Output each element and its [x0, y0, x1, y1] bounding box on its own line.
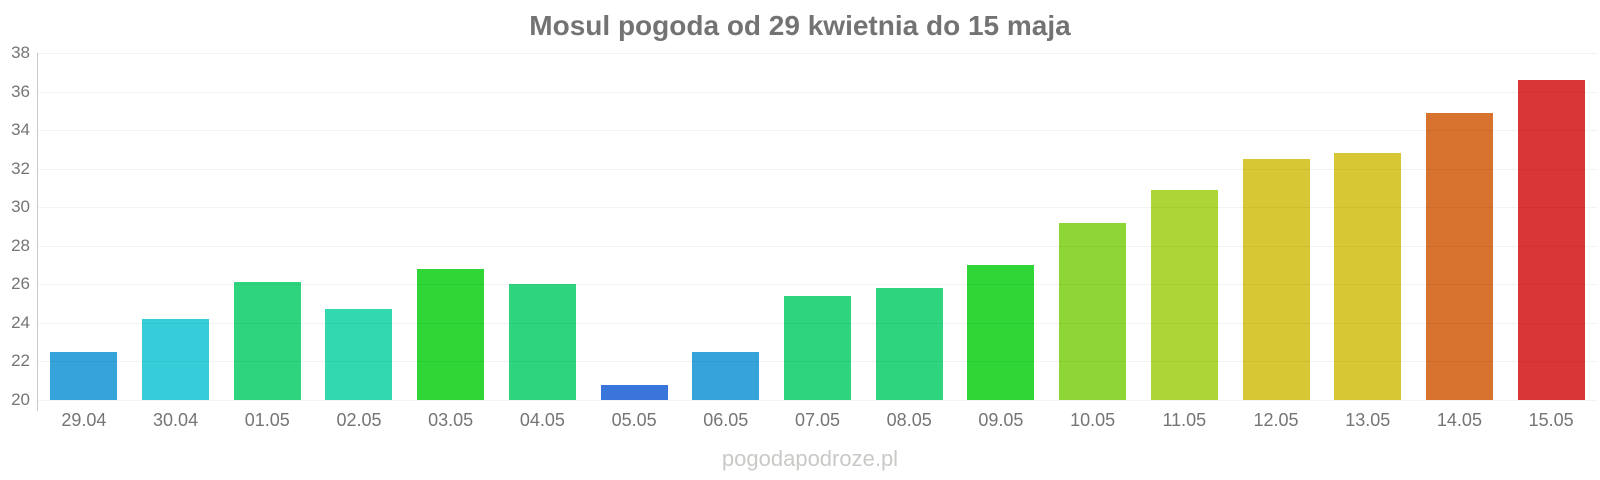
y-axis-line: [37, 53, 38, 411]
x-tick-label-14.05: 14.05: [1436, 410, 1482, 430]
gridline-24: [38, 322, 1597, 324]
x-tick-label-05.05: 05.05: [611, 410, 657, 430]
y-tick-label-30: 30: [11, 197, 30, 217]
bar-07.05: [784, 295, 851, 400]
bar-13.05: [1334, 153, 1402, 400]
bar-01.05: [233, 282, 301, 400]
bar-14.05: [1425, 112, 1493, 400]
bar-11.05: [1150, 189, 1218, 400]
chart-title: Mosul pogoda od 29 kwietnia do 15 maja: [529, 10, 1071, 41]
bar-09.05: [967, 265, 1035, 400]
bar-06.05: [692, 351, 760, 400]
watermark: pogodapodroze.pl: [721, 446, 899, 471]
bar-10.05: [1059, 222, 1127, 400]
x-tick-label-07.05: 07.05: [794, 410, 841, 430]
gridline-34: [38, 130, 1597, 132]
x-tick-label-09.05: 09.05: [978, 410, 1024, 430]
y-tick-label-24: 24: [11, 312, 30, 332]
bar-12.05: [1242, 159, 1310, 400]
y-tick-label-34: 34: [11, 120, 30, 140]
x-tick-label-15.05: 15.05: [1528, 410, 1574, 430]
gridline-32: [38, 168, 1597, 170]
y-tick-label-26: 26: [11, 274, 30, 294]
x-tick-label-04.05: 04.05: [519, 410, 565, 430]
bar-02.05: [325, 309, 393, 400]
x-tick-label-13.05: 13.05: [1345, 410, 1391, 430]
x-tick-label-12.05: 12.05: [1253, 410, 1299, 430]
x-tick-label-30.04: 30.04: [153, 410, 199, 430]
bar-08.05: [875, 288, 943, 400]
bar-30.04: [142, 319, 210, 400]
x-tick-label-08.05: 08.05: [886, 410, 932, 430]
y-tick-label-20: 20: [11, 390, 30, 409]
bar-04.05: [508, 284, 576, 400]
x-tick-label-10.05: 10.05: [1070, 410, 1116, 430]
gridline-26: [38, 284, 1597, 286]
x-tick-label-29.04: 29.04: [61, 410, 107, 430]
y-tick-label-22: 22: [11, 351, 30, 371]
gridline-38: [38, 53, 1597, 54]
bar-03.05: [417, 268, 485, 400]
x-tick-label-11.05: 11.05: [1162, 410, 1207, 430]
gridline-30: [38, 207, 1597, 209]
bar-15.05: [1517, 80, 1585, 400]
plot-area: 20 22 24 26 28 30 32 34 36 38 29.04 30.04 01.05 02.0…: [11, 43, 1597, 430]
y-tick-label-36: 36: [11, 81, 30, 101]
gridline-20: [38, 400, 1597, 401]
bar-29.04: [50, 351, 118, 400]
x-tick-label-02.05: 02.05: [336, 410, 382, 430]
bar-05.05: [600, 384, 668, 400]
y-tick-label-28: 28: [11, 235, 30, 255]
x-tick-label-01.05: 01.05: [244, 410, 290, 430]
y-tick-label-32: 32: [11, 158, 30, 178]
gridline-28: [38, 245, 1597, 247]
y-tick-label-38: 38: [11, 43, 30, 62]
x-tick-label-06.05: 06.05: [703, 410, 749, 430]
gridline-36: [38, 91, 1597, 93]
gridline-22: [38, 361, 1597, 363]
x-tick-label-03.05: 03.05: [428, 410, 474, 430]
